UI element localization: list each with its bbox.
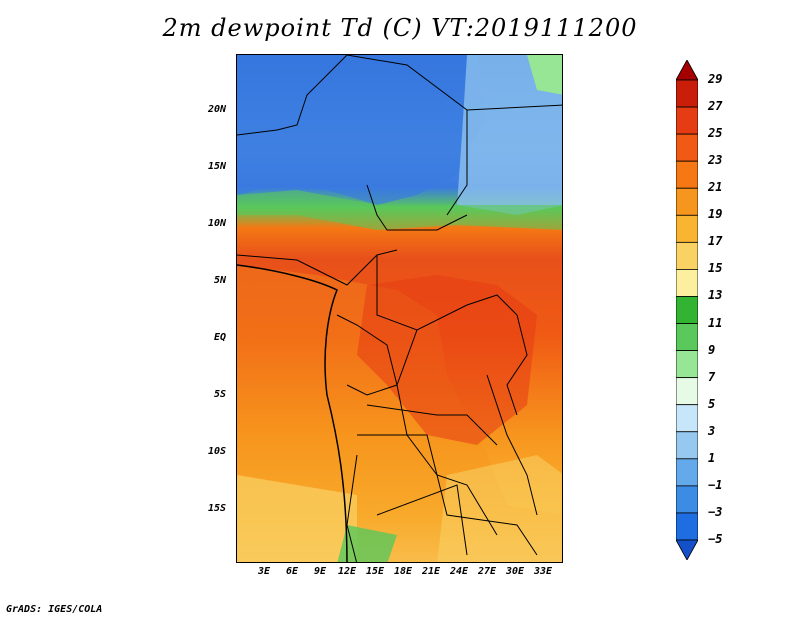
lon-tick: 6E	[286, 566, 299, 577]
dewpoint-field	[237, 55, 562, 562]
lon-tick: 3E	[258, 566, 271, 577]
colorbar-swatch	[676, 350, 698, 379]
colorbar-swatch	[676, 214, 698, 243]
lon-tick: 21E	[422, 566, 441, 577]
lat-tick: 10S	[208, 446, 227, 457]
colorbar-label: 5	[708, 396, 716, 411]
colorbar-label: −1	[708, 477, 723, 492]
lon-tick: 12E	[338, 566, 357, 577]
colorbar-label: 1	[708, 450, 716, 465]
lat-tick: EQ	[214, 332, 227, 343]
colorbar-label: −3	[708, 504, 723, 519]
colorbar-swatch	[676, 377, 698, 406]
colorbar-label: 19	[708, 207, 723, 222]
colorbar-swatch	[676, 160, 698, 189]
colorbar-label: 7	[708, 369, 716, 384]
colorbar-swatch	[676, 106, 698, 135]
credit-text: GrADS: IGES/COLA	[6, 604, 103, 615]
colorbar-swatch	[676, 512, 698, 541]
map-plot-area	[236, 54, 563, 563]
colorbar-label: 13	[708, 288, 723, 303]
lat-tick: 5S	[214, 389, 227, 400]
lon-tick: 18E	[394, 566, 413, 577]
colorbar-swatch	[676, 485, 698, 514]
lon-tick: 15E	[366, 566, 385, 577]
colorbar-label: 15	[708, 261, 723, 276]
colorbar-swatch	[676, 458, 698, 487]
colorbar-label: −5	[708, 532, 723, 546]
colorbar-label: 23	[708, 153, 723, 168]
colorbar-swatches	[676, 60, 698, 560]
colorbar-top-arrow	[676, 60, 698, 81]
colorbar	[676, 60, 698, 560]
lon-tick: 27E	[478, 566, 497, 577]
colorbar-swatch	[676, 241, 698, 270]
colorbar-label: 27	[708, 99, 723, 114]
colorbar-label: 17	[708, 234, 723, 249]
colorbar-swatch	[676, 133, 698, 162]
colorbar-swatch	[676, 296, 698, 324]
colorbar-swatch	[676, 431, 698, 460]
colorbar-label: 25	[708, 126, 723, 141]
colorbar-swatch	[676, 404, 698, 433]
map-title: 2m dewpoint Td (C) VT:2019111200	[162, 14, 638, 42]
colorbar-label: 3	[708, 423, 716, 438]
colorbar-label: 29	[708, 72, 723, 86]
lat-tick: 20N	[208, 104, 227, 115]
colorbar-swatch	[676, 269, 698, 297]
colorbar-swatch	[676, 79, 698, 108]
colorbar-label: 9	[708, 342, 716, 357]
colorbar-swatch	[676, 187, 698, 216]
colorbar-label: 11	[708, 315, 723, 330]
colorbar-bottom-arrow	[676, 539, 698, 560]
lat-tick: 10N	[208, 218, 227, 229]
colorbar-label: 21	[708, 180, 723, 195]
lon-tick: 33E	[534, 566, 553, 577]
colorbar-swatch	[676, 323, 698, 351]
lat-tick: 15N	[208, 161, 227, 172]
lat-tick: 5N	[214, 275, 227, 286]
lon-tick: 30E	[506, 566, 525, 577]
lon-tick: 24E	[450, 566, 469, 577]
lat-tick: 15S	[208, 503, 227, 514]
lon-tick: 9E	[314, 566, 327, 577]
